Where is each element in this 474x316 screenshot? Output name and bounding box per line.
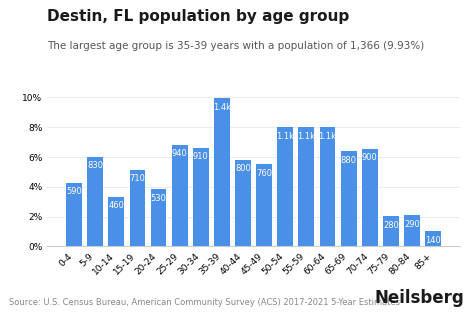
Bar — [256, 164, 272, 246]
Text: 800: 800 — [235, 164, 251, 173]
Bar — [151, 189, 166, 246]
Text: 460: 460 — [109, 201, 124, 210]
Bar — [404, 215, 420, 246]
Text: 1.1k: 1.1k — [319, 132, 337, 141]
Text: 760: 760 — [256, 169, 272, 178]
Bar — [214, 99, 230, 246]
Bar — [425, 231, 441, 246]
Bar — [235, 160, 251, 246]
Text: 900: 900 — [362, 154, 378, 162]
Bar — [109, 197, 124, 246]
Text: Source: U.S. Census Bureau, American Community Survey (ACS) 2017-2021 5-Year Est: Source: U.S. Census Bureau, American Com… — [9, 298, 401, 307]
Text: 1.1k: 1.1k — [297, 132, 315, 141]
Bar — [341, 151, 356, 246]
Bar — [299, 127, 314, 246]
Text: 830: 830 — [87, 161, 103, 170]
Bar — [66, 183, 82, 246]
Text: 290: 290 — [404, 220, 420, 228]
Bar — [193, 148, 209, 246]
Text: 140: 140 — [425, 236, 441, 245]
Bar — [277, 127, 293, 246]
Bar — [87, 156, 103, 246]
Bar — [383, 216, 399, 246]
Text: 880: 880 — [341, 155, 356, 165]
Text: 280: 280 — [383, 221, 399, 230]
Bar — [319, 127, 336, 246]
Text: 590: 590 — [66, 187, 82, 196]
Text: 1.4k: 1.4k — [213, 103, 231, 112]
Text: 940: 940 — [172, 149, 188, 158]
Text: 530: 530 — [151, 193, 166, 203]
Bar — [129, 170, 146, 246]
Text: Neilsberg: Neilsberg — [375, 289, 465, 307]
Text: 910: 910 — [193, 152, 209, 161]
Text: Destin, FL population by age group: Destin, FL population by age group — [47, 9, 350, 24]
Bar — [172, 145, 188, 246]
Text: The largest age group is 35-39 years with a population of 1,366 (9.93%): The largest age group is 35-39 years wit… — [47, 41, 425, 51]
Text: 1.1k: 1.1k — [276, 132, 294, 141]
Bar — [362, 149, 378, 246]
Text: 710: 710 — [129, 174, 146, 183]
